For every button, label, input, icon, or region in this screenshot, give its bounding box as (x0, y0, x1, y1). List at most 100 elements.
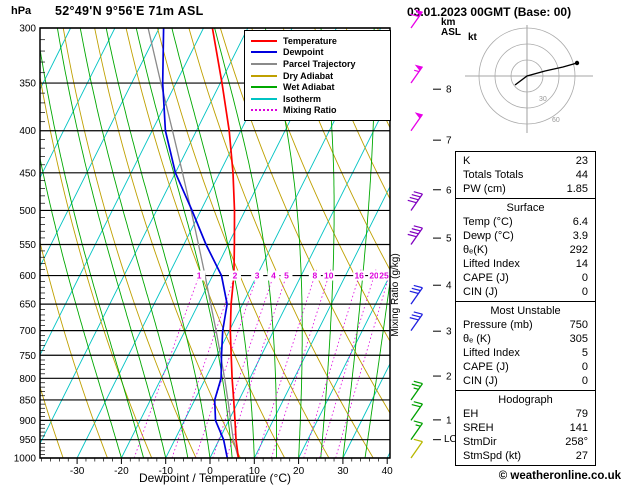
legend-item: Parcel Trajectory (251, 58, 384, 70)
pressure-tick-label: 800 (19, 374, 36, 385)
isotherm (253, 185, 390, 458)
pressure-axis-unit: hPa (11, 5, 32, 17)
mixing-ratio-label-bg (193, 270, 206, 281)
stat-value: 0 (581, 272, 588, 284)
stat-label: Temp (°C) (463, 216, 513, 228)
barb-feather (413, 380, 423, 385)
most-unstable-box: Most Unstable Pressure (mb) 750 θₑ (K) 305 Li… (455, 301, 596, 391)
plot-border (39, 27, 391, 459)
mixing-ratio-line (319, 269, 377, 458)
stat-label: Lifted Index (463, 258, 520, 270)
pressure-tick-label: 1000 (14, 454, 37, 465)
stat-value: 14 (575, 258, 588, 270)
axis-ticks: 3003504004505005506006507007508008509009… (14, 24, 393, 478)
legend-swatch (251, 51, 277, 54)
mixing-ratio-label-bg (228, 270, 241, 281)
sounding-profiles (147, 28, 240, 458)
legend-label: Dewpoint (283, 47, 324, 58)
dry-adiabat (597, 28, 629, 458)
barb-staff (410, 66, 424, 84)
wind-barb (407, 225, 424, 245)
stat-label: CAPE (J) (463, 272, 509, 284)
wind-barb (410, 380, 424, 401)
stat-label: EH (463, 408, 479, 420)
stat-label: CIN (J) (463, 286, 498, 298)
stat-label: StmSpd (kt) (463, 450, 522, 462)
pressure-tick-label: 750 (19, 351, 36, 362)
barb-staff (410, 313, 424, 331)
copyright: © weatheronline.co.uk (498, 470, 621, 482)
stat-label: θₑ (K) (463, 333, 491, 345)
parcel-trajectory-curve (147, 28, 240, 458)
km-label: km (441, 17, 456, 28)
barb-feather (407, 233, 417, 238)
barb-feather (413, 311, 423, 315)
barb-staff (410, 383, 424, 401)
barb-feather (411, 194, 421, 198)
legend-label: Mixing Ratio (283, 105, 337, 116)
legend-item: Temperature (251, 35, 384, 47)
stat-row: CAPE (J) 0 (456, 271, 595, 285)
mixing-ratio-label: 2 (233, 271, 238, 281)
km-tick-label: 7 (446, 136, 452, 147)
temp-tick-label: 0 (207, 466, 213, 477)
wind-barb (410, 9, 424, 29)
surface-box: Surface Temp (°C) 6.4 Dewp (°C) 3.9 θₑ(K) 292 L… (455, 198, 596, 302)
mixing-ratio-line (335, 271, 390, 458)
hodograph-inset: kt 30 60 (465, 25, 593, 133)
pressure-tick-label: 500 (19, 206, 36, 217)
hodograph-ring (478, 27, 576, 125)
km-tick-label: 8 (446, 85, 452, 96)
barb-feather (411, 383, 421, 388)
hodograph-ring (510, 59, 544, 93)
dry-adiabat (40, 385, 64, 458)
mixing-ratio-line (133, 269, 202, 458)
stat-label: CIN (J) (463, 375, 498, 387)
isotherm (40, 28, 116, 179)
legend-swatch (251, 74, 277, 77)
km-tick-label: 5 (446, 234, 452, 245)
x-axis-label: Dewpoint / Temperature (°C) (139, 471, 291, 485)
stat-value: 79 (575, 408, 588, 420)
stat-value: 5 (581, 347, 588, 359)
temp-tick-label: -30 (70, 466, 85, 477)
stat-label: StmDir (463, 436, 497, 448)
mixing-ratio-label: 10 (324, 271, 334, 281)
km-tick-label: 4 (446, 281, 452, 292)
barb-half-feather (415, 424, 421, 427)
mixing-ratio-label-bg (322, 270, 335, 281)
mixing-ratio-line (226, 269, 289, 458)
barb-feather (411, 287, 421, 292)
barb-staff (410, 193, 424, 211)
legend-item: Wet Adiabat (251, 81, 384, 93)
temp-tick-label: -10 (158, 466, 173, 477)
wind-barb (410, 438, 424, 459)
pressure-tick-label: 850 (19, 395, 36, 406)
legend-swatch (251, 109, 277, 112)
barb-feather (409, 196, 419, 201)
barb-half-feather (413, 387, 419, 390)
wet-adiabat (40, 46, 145, 458)
km-tick-label: 1 (446, 415, 452, 426)
dry-adiabat (94, 28, 241, 458)
mixing-ratio-label: 5 (284, 271, 289, 281)
wind-barb (409, 284, 424, 305)
mixing-ratio-label: 16 (354, 271, 364, 281)
stat-row: StmDir 258° (456, 435, 595, 449)
mixing-ratio-line (303, 269, 362, 458)
pressure-tick-label: 650 (19, 300, 36, 311)
km-tick-label: 6 (446, 185, 452, 196)
hodograph-stats-box: Hodograph EH 79 SREH 141 StmDir 258° StmSpd (kt… (455, 390, 596, 466)
barb-feather (413, 191, 423, 195)
pressure-tick-label: 600 (19, 271, 36, 282)
wind-barb-column (407, 9, 424, 459)
wind-barb (410, 401, 424, 421)
stat-row: Lifted Index 5 (456, 346, 595, 360)
barb-staff (410, 403, 424, 421)
stat-value: 6.4 (572, 216, 588, 228)
dry-adiabat (314, 28, 390, 200)
barb-feather (413, 438, 423, 443)
pressure-tick-label: 950 (19, 435, 36, 446)
barb-flag (414, 64, 423, 71)
wind-barb (410, 420, 424, 441)
